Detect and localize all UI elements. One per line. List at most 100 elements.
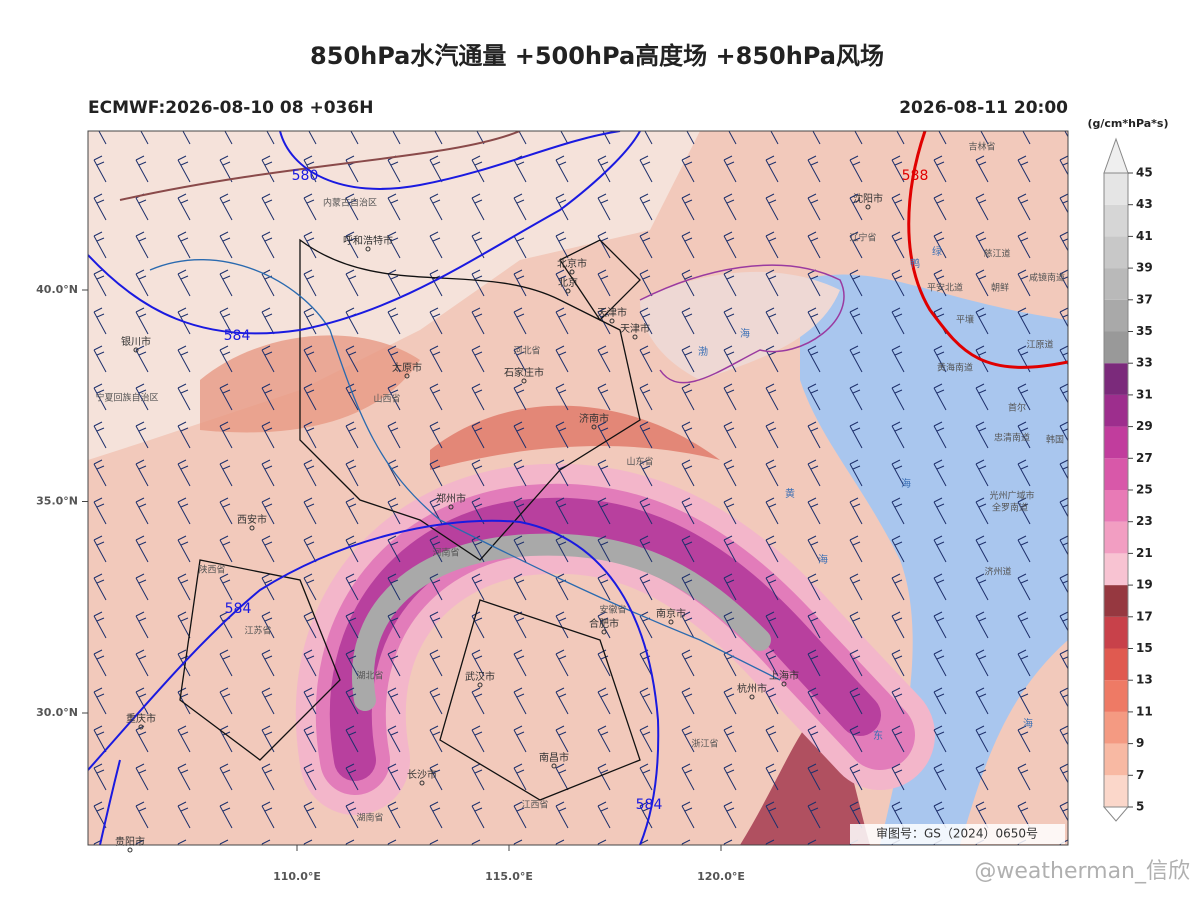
colorbar-label: 35 <box>1136 324 1153 338</box>
region-label: 江苏省 <box>244 625 271 637</box>
colorbar-bin <box>1104 173 1128 205</box>
contour-label: 580 <box>292 168 319 184</box>
place-labels: 北京市北京天津市天津市石家庄市太原市呼和浩特市济南市郑州市西安市合肥市南京市武汉… <box>95 141 1065 853</box>
colorbar-label: 39 <box>1136 261 1153 275</box>
city-dot <box>127 847 133 853</box>
colorbar-label: 25 <box>1136 483 1153 497</box>
colorbar-label: 33 <box>1136 356 1153 370</box>
colorbar-label: 17 <box>1136 609 1153 623</box>
region-label: 韩国 <box>1046 434 1064 446</box>
colorbar-bin <box>1104 775 1128 807</box>
colorbar-extend-low <box>1102 806 1130 822</box>
colorbar-bin <box>1104 680 1128 712</box>
city-label: 银川市 <box>121 335 151 348</box>
region-label: 安徽省 <box>599 604 626 616</box>
region-label: 河南省 <box>432 547 459 559</box>
city-dot <box>668 619 674 625</box>
region-label: 全罗南道 <box>992 502 1028 514</box>
colorbar-label: 37 <box>1136 292 1153 306</box>
city-dot <box>448 504 454 510</box>
colorbar-bin <box>1104 616 1128 649</box>
colorbar-bin <box>1104 394 1128 427</box>
city-label: 天津市 <box>620 322 650 335</box>
title: 850hPa水汽通量 +500hPa高度场 +850hPa风场 <box>310 42 884 70</box>
city-label: 杭州市 <box>737 682 767 695</box>
colorbar-extend-high <box>1103 137 1129 174</box>
region-label: 内蒙古自治区 <box>323 197 377 209</box>
region-label: 湖北省 <box>356 670 383 682</box>
city-dot <box>569 269 575 275</box>
city-dot <box>601 629 607 635</box>
region-label: 咸镜南道 <box>1029 272 1065 284</box>
region-label: 宁夏回族自治区 <box>95 392 158 404</box>
colorbar-bin <box>1104 331 1128 364</box>
colorbar-label: 11 <box>1136 704 1153 718</box>
city-dot <box>365 246 371 252</box>
contour-label: 584 <box>225 601 252 617</box>
city-dot <box>138 724 144 730</box>
city-dot <box>865 204 871 210</box>
city-dot <box>591 424 597 430</box>
city-dot <box>249 525 255 531</box>
sea-label: 海 <box>901 477 911 490</box>
region-label: 山西省 <box>373 393 400 405</box>
region-label: 朝鲜 <box>991 282 1009 294</box>
colorbar-bin <box>1104 490 1128 522</box>
colorbar-unit: (g/cm*hPa*s) <box>1087 117 1168 130</box>
colorbar-label: 31 <box>1136 387 1153 401</box>
lat-label: 30.0°N <box>36 706 78 719</box>
colorbar-bin <box>1104 299 1128 332</box>
region-label: 陕西省 <box>198 564 225 576</box>
city-label: 南昌市 <box>539 751 569 764</box>
sea-label: 绿 <box>932 245 942 258</box>
city-dot <box>565 288 571 294</box>
lon-label: 115.0°E <box>485 870 533 883</box>
map-approval: 审图号：GS（2024）0650号 <box>876 826 1038 841</box>
approval-box <box>850 824 1065 844</box>
colorbar-label: 7 <box>1136 768 1144 782</box>
colorbar-label: 43 <box>1136 197 1153 211</box>
region-label: 吉林省 <box>968 141 995 153</box>
colorbar-bin <box>1104 585 1128 617</box>
sea-label: 海 <box>1023 717 1033 730</box>
sea-label: 东 <box>873 729 883 742</box>
sea-label: 黄 <box>785 487 795 500</box>
region-label: 忠清南道 <box>994 432 1030 444</box>
city-label: 郑州市 <box>436 492 466 505</box>
map <box>88 131 1068 845</box>
colorbar-label: 29 <box>1136 419 1153 433</box>
sea-label: 渤 <box>698 345 708 358</box>
region-label: 辽宁省 <box>849 232 876 244</box>
region-label: 慈江道 <box>983 248 1010 260</box>
colorbar-label: 19 <box>1136 578 1153 592</box>
region-label: 济州道 <box>984 566 1011 578</box>
region-label: 平壤 <box>956 314 974 326</box>
colorbar-label: 5 <box>1136 800 1144 814</box>
city-label: 济南市 <box>579 412 609 425</box>
region-label: 黄海南道 <box>937 362 973 374</box>
watermark: @weatherman_信欣 <box>974 859 1190 884</box>
region-label: 江原道 <box>1026 339 1053 351</box>
region-label: 江西省 <box>521 799 548 811</box>
lat-label: 35.0°N <box>36 495 78 508</box>
city-dot <box>609 318 615 324</box>
colorbar-label: 23 <box>1136 514 1153 528</box>
city-label: 北京市 <box>557 257 587 270</box>
colorbar-label: 27 <box>1136 451 1153 465</box>
colorbar-bin <box>1104 426 1128 459</box>
city-label: 南京市 <box>656 607 686 620</box>
city-label: 北京 <box>558 276 578 289</box>
city-dot <box>521 378 527 384</box>
colorbar-bin <box>1104 204 1128 237</box>
sea-label: 海 <box>818 553 828 566</box>
contour-label: 584 <box>636 797 663 813</box>
city-dot <box>477 682 483 688</box>
region-label: 平安北道 <box>927 282 963 294</box>
region-label: 湖南省 <box>356 812 383 824</box>
subtitle-right: 2026-08-11 20:00 <box>899 98 1068 118</box>
axes: 40.0°N 35.0°N 30.0°N 110.0°E 115.0°E 120.0°E <box>36 283 745 883</box>
map-frame <box>87 130 1069 846</box>
city-dot <box>551 763 557 769</box>
lon-label: 110.0°E <box>273 870 321 883</box>
